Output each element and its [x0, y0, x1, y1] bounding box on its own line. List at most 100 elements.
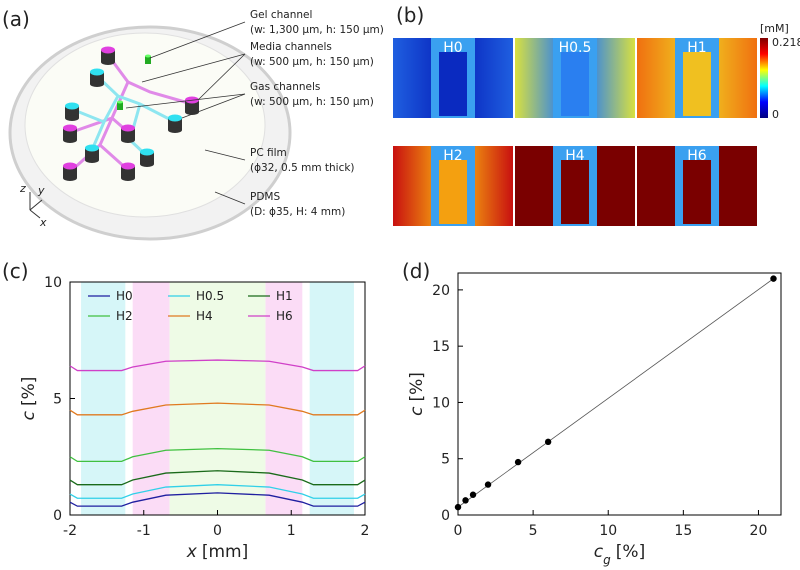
point: [462, 497, 469, 504]
gel-channel: [561, 160, 589, 224]
y-tick-label: 5: [53, 392, 62, 408]
legend-label: H0.5: [196, 289, 224, 303]
port-top: [63, 162, 77, 170]
point: [770, 275, 777, 282]
x-tick-label: -2: [63, 523, 77, 539]
gel-port: [145, 56, 151, 64]
port-top: [121, 162, 135, 170]
port-bottom: [185, 109, 199, 115]
callout-spec: (w: 500 μm, h: 150 μm): [250, 56, 374, 68]
point: [454, 503, 462, 511]
x-tick-label: 15: [674, 523, 692, 539]
y-label-unit: [%]: [407, 372, 427, 401]
band: [169, 282, 266, 515]
x-label-sub: g: [603, 553, 611, 567]
ports: [63, 46, 199, 181]
colorbar-max: 0.218: [772, 36, 800, 49]
x-tick-label: 0: [213, 523, 222, 539]
x-tick-label: 2: [361, 523, 370, 539]
port-bottom: [121, 175, 135, 181]
y-tick-label: 10: [432, 395, 450, 411]
port-top: [90, 68, 104, 76]
point: [544, 438, 552, 446]
callout-name: Gas channels: [250, 81, 320, 93]
port-bottom: [140, 161, 154, 167]
line: [69, 492, 366, 507]
panel-label: (b): [396, 3, 424, 27]
callout-name: PC film: [250, 147, 287, 159]
x-tick-label: 10: [599, 523, 617, 539]
legend-label: H2: [116, 309, 133, 323]
line: [69, 447, 366, 463]
y-label-var: c: [407, 406, 427, 416]
point: [469, 491, 477, 498]
callout-name: PDMS: [250, 191, 280, 203]
point: [484, 481, 492, 488]
legend-label: H4: [196, 309, 213, 323]
x-axis-label: x [mm]: [186, 542, 248, 562]
callout-spec: (w: 1,300 μm, h: 150 μm): [250, 24, 384, 36]
gel-channel: [561, 52, 589, 116]
port-top: [121, 124, 135, 132]
heatmap-panel: (b) [mM] H0 H0.5 H1 H2 H4 H6 0.218 0: [393, 3, 800, 226]
axis-z: z: [19, 182, 26, 195]
x-tick-label: 1: [287, 523, 296, 539]
x-label-unit: [%]: [616, 542, 645, 562]
y-axis-label: c [%]: [407, 372, 427, 416]
port-bottom: [63, 137, 77, 143]
axis-x: x: [39, 216, 47, 229]
band: [132, 282, 170, 515]
schematic-panel: (a) z y x Gel channel (w: 1,300 μm, h: 15…: [2, 7, 384, 241]
y-axis-label: c [%]: [19, 377, 39, 421]
tile-label: H4: [565, 148, 585, 164]
y-tick-label: 15: [432, 339, 450, 355]
tile-label: H0: [443, 40, 462, 56]
axis-y: y: [37, 184, 45, 197]
band: [81, 282, 126, 515]
legend-label: H1: [276, 289, 293, 303]
line: [69, 402, 366, 416]
port-top: [65, 102, 79, 110]
panel-label: (d): [402, 259, 430, 283]
line: [69, 470, 366, 486]
colorbar-min: 0: [772, 108, 779, 121]
gel-channel: [683, 160, 711, 224]
callout-spec: (w: 500 μm, h: 150 μm): [250, 96, 374, 108]
axes-triad: [29, 192, 43, 219]
plot-frame: [457, 272, 782, 516]
port-bottom: [85, 157, 99, 163]
y-tick-label: 10: [44, 275, 62, 291]
port-bottom: [101, 59, 115, 65]
pc-film: [24, 32, 266, 218]
tile-label: H2: [443, 148, 462, 164]
port-top: [85, 144, 99, 152]
gel-channel: [683, 52, 711, 116]
arrows: [125, 21, 246, 205]
x-label-var: c: [594, 542, 604, 562]
callout-spec: (ϕ32, 0.5 mm thick): [250, 162, 355, 174]
gel-port-top: [117, 100, 123, 104]
port-top: [168, 114, 182, 122]
colorbar-unit: [mM]: [760, 22, 789, 35]
port-bottom: [65, 115, 79, 121]
callout-spec: (D: ϕ35, H: 4 mm): [250, 206, 345, 218]
line-panel: (c) -2 -1 0 1 2 0 5 10 x [mm] c [%] H0 H0.5 H1 H2 H4 H6: [2, 259, 369, 562]
y-tick-label: 0: [53, 508, 62, 524]
x-axis-label: cg [%]: [594, 542, 645, 567]
fit-line: [457, 278, 774, 508]
port-top: [63, 124, 77, 132]
legend-label: H0: [116, 289, 133, 303]
point: [514, 458, 522, 466]
y-tick-label: 0: [441, 508, 450, 524]
x-tick-label: 5: [529, 523, 538, 539]
y-tick-label: 5: [441, 452, 450, 468]
port-bottom: [168, 127, 182, 133]
port-bottom: [63, 175, 77, 181]
tile-label: H1: [687, 40, 706, 56]
port-top: [140, 148, 154, 156]
x-label-var: x: [186, 542, 198, 562]
port-bottom: [90, 81, 104, 87]
y-label-unit: [%]: [19, 377, 39, 406]
